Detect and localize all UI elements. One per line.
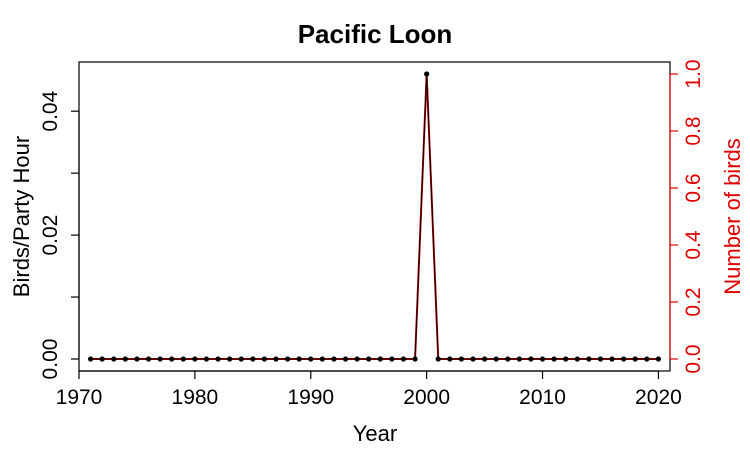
data-point: [377, 356, 383, 362]
x-tick-label: 2000: [403, 386, 450, 409]
data-point: [609, 356, 615, 362]
y2-tick-label: 0.2: [682, 287, 705, 316]
x-axis-label: Year: [353, 421, 397, 446]
data-point: [493, 356, 499, 362]
data-point: [227, 356, 233, 362]
chart-title: Pacific Loon: [298, 19, 453, 49]
data-point: [180, 356, 186, 362]
data-point: [574, 356, 580, 362]
data-point: [412, 356, 418, 362]
data-point: [481, 356, 488, 362]
data-point: [563, 356, 569, 362]
x-tick-label: 2020: [635, 386, 682, 409]
data-point: [632, 356, 638, 362]
y-tick-label: 0.04: [39, 90, 62, 131]
series-line-count: [90, 73, 659, 360]
y-tick-label: 0.00: [39, 339, 62, 380]
data-point: [273, 356, 279, 362]
data-point: [447, 356, 453, 362]
data-point: [319, 356, 325, 362]
data-point: [342, 356, 349, 362]
data-point: [331, 356, 337, 362]
data-point: [157, 356, 163, 362]
data-point: [528, 356, 534, 362]
data-point: [215, 356, 221, 362]
data-point: [192, 356, 198, 362]
data-point: [366, 356, 372, 362]
x-tick-label: 1970: [56, 386, 103, 409]
x-tick-label: 1980: [172, 386, 219, 409]
y2-axis-label: Number of birds: [720, 138, 745, 295]
data-point: [238, 356, 244, 362]
data-point: [296, 356, 302, 362]
data-point: [644, 356, 650, 362]
data-point: [87, 356, 94, 362]
data-point: [655, 356, 662, 362]
data-point: [597, 356, 604, 362]
series-line-rate: [90, 73, 659, 360]
data-point: [505, 356, 511, 362]
y2-tick-label: 0.0: [682, 344, 705, 373]
data-point: [284, 356, 291, 362]
x-tick-label: 1990: [287, 386, 334, 409]
data-point: [261, 356, 268, 362]
data-point: [134, 356, 140, 362]
data-point: [424, 71, 430, 77]
data-point: [203, 356, 210, 362]
y2-tick-label: 1.0: [682, 59, 705, 88]
y-axis-right: 0.0 0.2 0.4 0.6 0.8 1.0: [669, 59, 705, 374]
data-point: [551, 356, 557, 362]
data-point: [250, 356, 256, 362]
data-point: [435, 356, 441, 362]
data-point: [470, 356, 476, 362]
data-point: [458, 356, 465, 362]
data-point: [389, 356, 395, 362]
y2-tick-label: 0.8: [682, 116, 705, 145]
data-point: [122, 356, 128, 362]
y2-tick-label: 0.6: [682, 173, 705, 202]
data-point: [586, 356, 592, 362]
plot-frame: [78, 61, 671, 372]
x-tick-label: 2010: [519, 386, 566, 409]
data-point: [539, 356, 546, 362]
x-axis: 1970 1980 1990 2000 2010 2020: [56, 370, 682, 409]
data-point: [99, 356, 105, 362]
data-point: [354, 356, 360, 362]
series-layer: [87, 71, 662, 362]
data-point: [516, 356, 522, 362]
data-point: [111, 356, 117, 362]
data-point: [145, 356, 152, 362]
y-axis-label: Birds/Party Hour: [9, 136, 34, 297]
data-point: [169, 356, 175, 362]
data-point: [400, 356, 407, 362]
data-point: [308, 356, 314, 362]
y2-tick-label: 0.4: [682, 230, 705, 260]
y-axis-left: 0.00 0.02 0.04: [39, 90, 80, 380]
y-tick-label: 0.02: [39, 215, 62, 256]
data-point: [621, 356, 627, 362]
